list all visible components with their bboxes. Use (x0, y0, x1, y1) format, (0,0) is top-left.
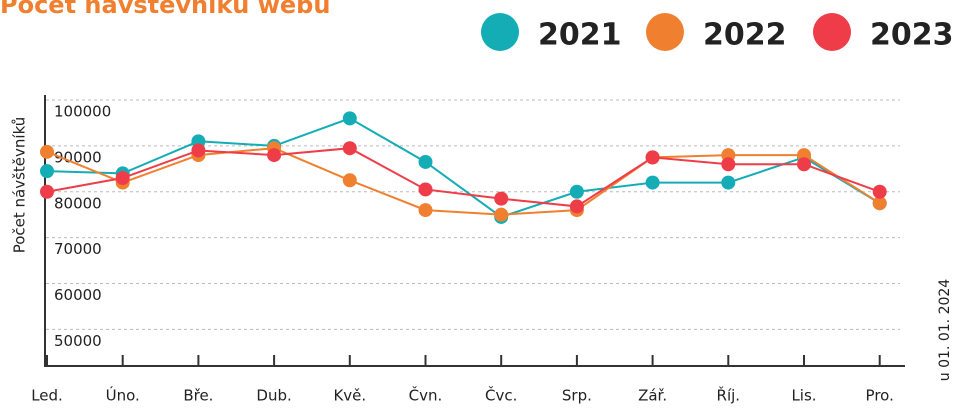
data-point (872, 184, 887, 199)
data-point (569, 199, 584, 214)
legend-label: 2021 (538, 18, 622, 53)
series-line (46, 147, 881, 216)
y-tick-label: 50000 (54, 332, 102, 350)
series-line (46, 117, 881, 219)
x-tick-label: Srp. (562, 387, 592, 405)
y-tick-label: 100000 (54, 103, 111, 121)
x-tick-label: Úno. (106, 386, 140, 405)
data-point (494, 207, 509, 222)
data-point (645, 175, 660, 190)
y-tick-label: 60000 (54, 286, 102, 304)
data-point (267, 148, 282, 163)
data-point (342, 111, 357, 126)
y-axis-label: Počet návštěvníků (11, 117, 29, 254)
data-point (721, 157, 736, 172)
y-tick-label: 70000 (54, 240, 102, 258)
x-tick-label: Říj. (717, 386, 741, 405)
data-point (569, 184, 584, 199)
x-tick-label: Čvc. (485, 386, 517, 405)
x-tick-label: Dub. (256, 387, 291, 405)
y-tick-label: 80000 (54, 194, 102, 212)
note: u 01. 01. 2024 (937, 279, 953, 381)
data-point (115, 170, 130, 185)
x-tick-label: Lis. (791, 387, 816, 405)
chart-title: Počet návštěvníků webu (0, 0, 330, 19)
data-point (645, 150, 660, 165)
legend-swatch (813, 13, 851, 51)
y-tick-label: 90000 (54, 148, 102, 166)
x-tick-label: Pro. (866, 387, 894, 405)
x-tick-label: Bře. (183, 387, 213, 405)
data-point (872, 196, 887, 211)
legend-swatch (481, 13, 519, 51)
data-point (721, 175, 736, 190)
x-tick-label: Čvn. (409, 386, 443, 405)
legend-label: 2022 (703, 18, 787, 53)
legend-label: 2023 (870, 18, 953, 53)
data-point (40, 164, 54, 179)
data-point (342, 173, 357, 188)
data-point (40, 144, 54, 159)
data-point (191, 143, 206, 158)
legend-swatch (646, 13, 684, 51)
data-point (40, 184, 54, 199)
data-point (418, 154, 433, 169)
x-tick-label: Led. (31, 387, 63, 405)
data-point (342, 141, 357, 156)
data-point (797, 157, 811, 172)
data-point (418, 203, 433, 218)
series-line (46, 147, 881, 208)
x-tick-label: Zář. (638, 387, 667, 405)
data-point (494, 191, 509, 206)
x-tick-label: Kvě. (333, 387, 366, 405)
data-point (418, 182, 433, 197)
